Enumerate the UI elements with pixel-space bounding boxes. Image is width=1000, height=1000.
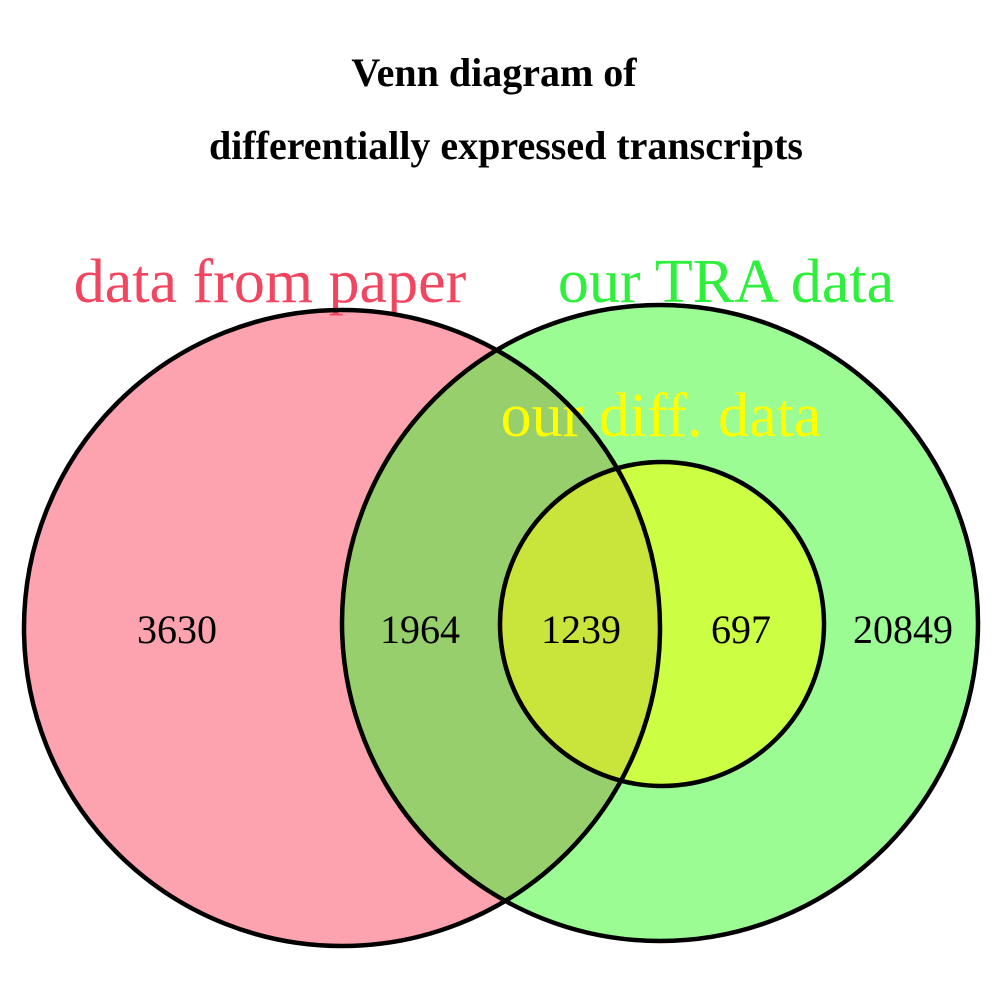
outline-tra: [339, 302, 981, 944]
title-line-1: Venn diagram of: [351, 50, 637, 95]
outline-paper: [21, 307, 663, 949]
outline-diff: [497, 459, 827, 789]
set-label-diff: our diff. data: [501, 382, 822, 450]
title-line-2: differentially expressed transcripts: [209, 123, 803, 168]
region-count-paper-tra: 1964: [380, 607, 460, 652]
region-count-tra-diff: 697: [711, 607, 771, 652]
set-label-tra: our TRA data: [558, 248, 894, 316]
set-label-paper: data from paper: [74, 248, 467, 316]
region-count-paper-only: 3630: [137, 607, 217, 652]
region-count-all-three: 1239: [541, 607, 621, 652]
region-count-tra-only: 20849: [853, 607, 953, 652]
overlap-all-three: [500, 462, 660, 786]
overlap-paper-tra: [342, 310, 660, 941]
